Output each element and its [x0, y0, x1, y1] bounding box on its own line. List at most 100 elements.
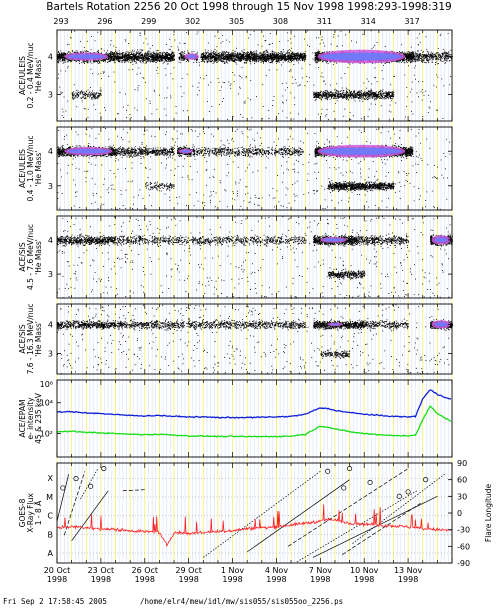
event-dot [278, 54, 279, 55]
event-dot [414, 75, 415, 76]
event-dot [117, 52, 118, 53]
event-dot [224, 82, 225, 83]
event-dot [90, 62, 91, 63]
event-dot [76, 50, 77, 51]
event-dot [418, 81, 419, 82]
event-dot [138, 53, 139, 54]
event-dot [374, 68, 375, 69]
event-dot [113, 72, 114, 73]
event-dot [141, 60, 142, 61]
event-dot [98, 74, 99, 75]
event-dot [124, 57, 125, 58]
event-dot [63, 52, 64, 53]
event-dot [60, 61, 61, 62]
event-dot [241, 77, 242, 78]
event-dot [253, 51, 254, 52]
event-dot [261, 61, 262, 62]
event-dot [60, 50, 61, 51]
event-dot [292, 58, 293, 59]
event-dot [237, 54, 238, 55]
event-dot [79, 60, 80, 61]
event-dot [276, 60, 277, 61]
event-dot [58, 61, 59, 62]
doy-tick-label: 305 [229, 17, 244, 26]
event-dot [290, 58, 291, 59]
event-dot [264, 60, 265, 61]
event-dot [236, 55, 237, 56]
event-dot [291, 33, 292, 34]
event-dot [58, 52, 59, 53]
event-dot [214, 58, 215, 59]
event-dot [227, 52, 228, 53]
event-dot [163, 56, 164, 57]
event-dot [234, 53, 235, 54]
event-dot [279, 41, 280, 42]
event-dot [120, 53, 121, 54]
event-dot [110, 60, 111, 61]
event-dot [262, 46, 263, 47]
event-dot [283, 49, 284, 50]
event-dot [292, 51, 293, 52]
event-dot [138, 85, 139, 86]
event-dot [109, 54, 110, 55]
event-dot [406, 61, 407, 62]
event-dot [91, 63, 92, 64]
event-dot [225, 53, 226, 54]
event-dot [285, 90, 286, 91]
event-dot [433, 85, 434, 86]
event-dot [294, 60, 295, 61]
event-dot [229, 55, 230, 56]
event-dot [170, 49, 171, 50]
event-dot [245, 53, 246, 54]
event-dot [302, 57, 303, 58]
event-dot [136, 62, 137, 63]
event-dot [265, 40, 266, 41]
event-dot [222, 41, 223, 42]
event-dot [246, 57, 247, 58]
event-dot [176, 113, 177, 114]
event-dot [270, 58, 271, 59]
event-dot [126, 55, 127, 56]
event-dot [232, 72, 233, 73]
event-dot [266, 61, 267, 62]
event-dot [256, 60, 257, 61]
event-dot [251, 51, 252, 52]
event-dot [136, 52, 137, 53]
event-dot [216, 58, 217, 59]
event-dot [150, 53, 151, 54]
event-dot [170, 57, 171, 58]
event-dot [337, 100, 338, 101]
event-dot [372, 48, 373, 49]
event-dot [111, 40, 112, 41]
event-dot [248, 59, 249, 60]
event-dot [266, 75, 267, 76]
event-dot [126, 117, 127, 118]
event-dot [274, 53, 275, 54]
event-dot [137, 50, 138, 51]
event-dot [117, 56, 118, 57]
event-dot [143, 77, 144, 78]
event-dot [297, 56, 298, 57]
event-dot [58, 62, 59, 63]
event-dot [283, 55, 284, 56]
event-dot [421, 91, 422, 92]
event-dot [181, 57, 182, 58]
event-dot [337, 46, 338, 47]
event-dot [133, 53, 134, 54]
event-dot [58, 74, 59, 75]
event-dot [213, 53, 214, 54]
event-dot [179, 43, 180, 44]
event-dot [375, 77, 376, 78]
event-dot [84, 50, 85, 51]
event-dot [289, 52, 290, 53]
event-dot [62, 58, 63, 59]
event-dot [211, 55, 212, 56]
event-dot [219, 38, 220, 39]
event-dot [138, 56, 139, 57]
event-dot [170, 95, 171, 96]
event-dot [227, 119, 228, 120]
event-dot [62, 57, 63, 58]
event-dot [245, 55, 246, 56]
event-dot [146, 57, 147, 58]
event-dot [295, 58, 296, 59]
